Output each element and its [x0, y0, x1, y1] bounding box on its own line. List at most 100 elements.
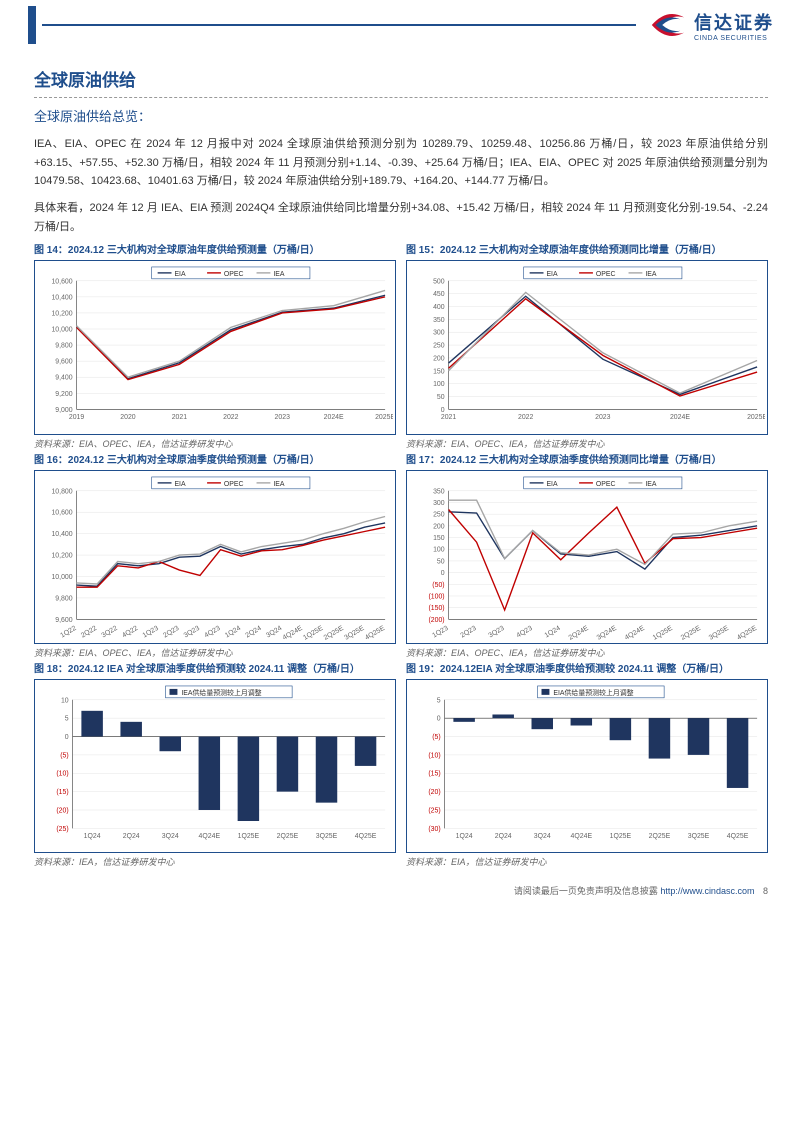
chart-15-title: 图 15：2024.12 三大机构对全球原油年度供给预测同比增量（万桶/日）: [406, 244, 768, 257]
svg-text:4Q22: 4Q22: [121, 624, 139, 639]
svg-text:IEA: IEA: [273, 271, 285, 278]
svg-text:2021: 2021: [441, 415, 457, 422]
svg-text:5: 5: [65, 715, 69, 722]
svg-text:9,000: 9,000: [55, 407, 72, 414]
svg-text:3Q23: 3Q23: [183, 624, 201, 639]
chart-17-svg: (200)(150)(100)(50)050100150200250300350…: [409, 473, 765, 641]
svg-text:300: 300: [433, 330, 445, 337]
chart-16-source: 资料来源：EIA、OPEC、IEA，信达证券研发中心: [34, 646, 396, 659]
svg-text:IEA供给量预测较上月调整: IEA供给量预测较上月调整: [181, 688, 261, 697]
chart-18-svg: (25)(20)(15)(10)(5)05101Q242Q243Q244Q24E…: [37, 682, 393, 850]
svg-text:10,400: 10,400: [51, 295, 72, 302]
page-content: 全球原油供给 全球原油供给总览： IEA、EIA、OPEC 在 2024 年 1…: [0, 50, 802, 868]
svg-text:OPEC: OPEC: [596, 480, 616, 487]
svg-text:3Q25E: 3Q25E: [316, 833, 338, 840]
svg-text:4Q24E: 4Q24E: [571, 833, 593, 840]
svg-text:1Q25E: 1Q25E: [610, 833, 632, 840]
svg-text:300: 300: [433, 500, 445, 507]
svg-text:OPEC: OPEC: [224, 271, 244, 278]
svg-text:2019: 2019: [69, 415, 85, 422]
paragraph-1: IEA、EIA、OPEC 在 2024 年 12 月报中对 2024 全球原油供…: [34, 135, 768, 191]
svg-text:(25): (25): [428, 807, 440, 814]
footer-disclaimer: 请阅读最后一页免责声明及信息披露: [514, 886, 658, 896]
svg-text:2025E: 2025E: [375, 415, 393, 422]
header-rule: [42, 24, 636, 26]
svg-text:4Q24E: 4Q24E: [624, 624, 646, 640]
svg-text:5: 5: [437, 697, 441, 704]
svg-text:(5): (5): [60, 752, 68, 759]
svg-text:10,600: 10,600: [51, 279, 72, 286]
svg-text:1Q23: 1Q23: [142, 624, 160, 639]
section-subtitle: 全球原油供给总览：: [34, 106, 768, 125]
svg-text:2Q25E: 2Q25E: [649, 833, 671, 840]
svg-text:2020: 2020: [120, 415, 136, 422]
chart-16-svg: 9,6009,80010,00010,20010,40010,60010,800…: [37, 473, 393, 641]
svg-text:2023: 2023: [595, 415, 611, 422]
chart-19-svg: (30)(25)(20)(15)(10)(5)051Q242Q243Q244Q2…: [409, 682, 765, 850]
svg-text:4Q25E: 4Q25E: [736, 624, 758, 640]
svg-text:EIA: EIA: [174, 480, 186, 487]
svg-text:2Q23: 2Q23: [162, 624, 180, 639]
svg-text:3Q24: 3Q24: [162, 833, 179, 840]
chart-14: 图 14：2024.12 三大机构对全球原油年度供给预测量（万桶/日） 9,00…: [34, 244, 396, 449]
svg-text:2Q24E: 2Q24E: [568, 624, 590, 640]
svg-text:(150): (150): [428, 605, 444, 612]
svg-text:1Q24: 1Q24: [544, 624, 562, 639]
svg-text:3Q24: 3Q24: [534, 833, 551, 840]
svg-text:OPEC: OPEC: [596, 271, 616, 278]
chart-16-title: 图 16：2024.12 三大机构对全球原油季度供给预测量（万桶/日）: [34, 454, 396, 467]
chart-14-svg: 9,0009,2009,4009,6009,80010,00010,20010,…: [37, 263, 393, 431]
logo-text-cn: 信达证券: [694, 9, 774, 35]
svg-text:2022: 2022: [223, 415, 239, 422]
svg-text:10,600: 10,600: [51, 509, 72, 516]
svg-text:IEA: IEA: [645, 271, 657, 278]
svg-text:1Q24: 1Q24: [224, 624, 242, 639]
svg-text:50: 50: [437, 394, 445, 401]
svg-text:(100): (100): [428, 593, 444, 600]
svg-text:(25): (25): [56, 825, 68, 832]
svg-text:9,200: 9,200: [55, 391, 72, 398]
chart-19-source: 资料来源：EIA，信达证券研发中心: [406, 855, 768, 868]
svg-text:9,400: 9,400: [55, 375, 72, 382]
svg-text:150: 150: [433, 369, 445, 376]
svg-text:2Q25E: 2Q25E: [680, 624, 702, 640]
svg-text:2024E: 2024E: [670, 415, 690, 422]
svg-text:(20): (20): [428, 789, 440, 796]
chart-18-title: 图 18：2024.12 IEA 对全球原油季度供给预测较 2024.11 调整…: [34, 663, 396, 676]
svg-text:3Q25E: 3Q25E: [688, 833, 710, 840]
svg-text:2Q25E: 2Q25E: [277, 833, 299, 840]
svg-text:2Q23: 2Q23: [459, 624, 477, 639]
page-header: 信达证券 CINDA SECURITIES: [0, 0, 802, 50]
svg-text:0: 0: [441, 570, 445, 577]
paragraph-2: 具体来看，2024 年 12 月 IEA、EIA 预测 2024Q4 全球原油供…: [34, 199, 768, 236]
svg-text:1Q25E: 1Q25E: [652, 624, 674, 640]
svg-text:9,600: 9,600: [55, 359, 72, 366]
svg-text:0: 0: [441, 407, 445, 414]
footer-url[interactable]: http://www.cindasc.com: [660, 886, 754, 896]
svg-text:9,600: 9,600: [55, 616, 72, 623]
svg-text:450: 450: [433, 292, 445, 299]
logo-swirl-icon: [646, 6, 688, 44]
svg-text:2Q24: 2Q24: [123, 833, 140, 840]
svg-text:3Q25E: 3Q25E: [343, 624, 365, 640]
svg-text:EIA: EIA: [546, 480, 558, 487]
svg-text:2Q24: 2Q24: [245, 624, 263, 639]
header-accent-bar: [28, 6, 36, 44]
svg-text:2021: 2021: [172, 415, 188, 422]
svg-text:3Q24: 3Q24: [265, 624, 283, 639]
svg-text:1Q22: 1Q22: [59, 624, 77, 639]
svg-text:3Q22: 3Q22: [101, 624, 119, 639]
svg-text:(10): (10): [56, 770, 68, 777]
svg-text:(20): (20): [56, 807, 68, 814]
page-footer: 请阅读最后一页免责声明及信息披露 http://www.cindasc.com …: [0, 880, 802, 911]
svg-text:(5): (5): [432, 734, 440, 741]
chart-14-title: 图 14：2024.12 三大机构对全球原油年度供给预测量（万桶/日）: [34, 244, 396, 257]
chart-17-title: 图 17：2024.12 三大机构对全球原油季度供给预测同比增量（万桶/日）: [406, 454, 768, 467]
svg-text:1Q24: 1Q24: [84, 833, 101, 840]
svg-text:OPEC: OPEC: [224, 480, 244, 487]
svg-text:250: 250: [433, 343, 445, 350]
chart-19: 图 19：2024.12EIA 对全球原油季度供给预测较 2024.11 调整（…: [406, 663, 768, 868]
svg-text:10,200: 10,200: [51, 311, 72, 318]
chart-19-title: 图 19：2024.12EIA 对全球原油季度供给预测较 2024.11 调整（…: [406, 663, 768, 676]
svg-text:(10): (10): [428, 752, 440, 759]
